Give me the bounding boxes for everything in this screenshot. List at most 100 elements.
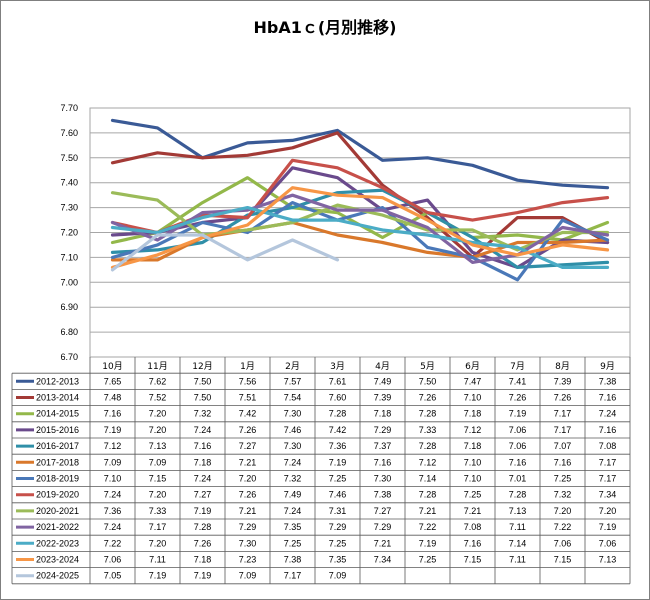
table-cell: 7.25 [554,474,572,484]
table-cell: 7.56 [239,376,257,386]
table-cell: 7.19 [104,425,122,435]
table-cell: 7.50 [419,376,437,386]
y-tick-label: 7.30 [60,203,78,213]
table-cell: 7.25 [329,538,347,548]
series-line-2018-2019 [110,201,610,282]
table-cell: 7.29 [374,425,392,435]
legend-label: 2016-2017 [36,441,79,451]
table-cell: 7.24 [104,490,122,500]
table-cell: 7.16 [599,393,617,403]
table-cell: 7.12 [419,457,437,467]
table-cell: 7.14 [419,474,437,484]
table-cell: 7.30 [239,538,257,548]
table-cell: 7.16 [464,538,482,548]
table-cell: 7.10 [464,393,482,403]
table-cell: 7.47 [464,376,482,386]
table-cell: 7.46 [284,425,302,435]
table-cell: 7.27 [194,490,212,500]
legend-label: 2018-2019 [36,474,79,484]
table-cell: 7.42 [329,425,347,435]
table-cell: 7.36 [104,506,122,516]
table-cell: 7.38 [284,555,302,565]
table-cell: 7.24 [194,474,212,484]
table-cell: 7.32 [284,474,302,484]
table-cell: 7.16 [509,457,527,467]
table-cell: 7.10 [104,474,122,484]
table-cell: 7.28 [419,441,437,451]
table-cell: 7.34 [374,555,392,565]
table-cell: 7.18 [194,457,212,467]
table-cell: 7.13 [599,555,617,565]
series-line-2012-2013 [110,118,610,190]
x-tick-label: 5月 [420,361,435,372]
table-cell: 7.14 [509,538,527,548]
y-tick-label: 6.90 [60,302,78,312]
table-cell: 7.41 [509,376,527,386]
x-tick-label: 9月 [600,361,615,372]
table-cell: 7.51 [239,393,257,403]
table-cell: 7.61 [329,376,347,386]
table-cell: 7.49 [284,490,302,500]
series-line-2013-2014 [110,131,610,259]
legend-label: 2019-2020 [36,490,79,500]
legend-label: 2023-2024 [36,555,79,565]
table-cell: 7.38 [599,376,617,386]
table-cell: 7.19 [509,409,527,419]
table-cell: 7.25 [329,474,347,484]
table-cell: 7.37 [374,441,392,451]
table-cell: 7.25 [464,490,482,500]
table-cell: 7.26 [194,538,212,548]
table-cell: 7.06 [599,538,617,548]
table-cell: 7.28 [509,490,527,500]
x-tick-label: 1月 [240,361,255,372]
table-cell: 7.62 [149,376,167,386]
chart-title: HbA1ｃ(月別推移) [253,18,397,37]
table-cell: 7.19 [149,571,167,581]
table-cell: 7.26 [239,425,257,435]
legend-label: 2020-2021 [36,506,79,516]
x-tick-label: 11月 [147,361,167,372]
x-tick-label: 8月 [555,361,570,372]
table-cell: 7.21 [239,506,257,516]
table-cell: 7.54 [284,393,302,403]
table-cell: 7.27 [374,506,392,516]
table-cell: 7.28 [419,490,437,500]
table-cell: 7.49 [374,376,392,386]
legend-label: 2012-2013 [36,376,79,386]
table-cell: 7.33 [419,425,437,435]
x-tick-label: 7月 [510,361,525,372]
table-cell: 7.19 [419,538,437,548]
legend-label: 2013-2014 [36,393,79,403]
legend-label: 2017-2018 [36,457,79,467]
table-cell: 7.33 [149,506,167,516]
table-cell: 7.24 [284,506,302,516]
table-cell: 7.19 [329,457,347,467]
table-cell: 7.26 [239,490,257,500]
table-cell: 7.24 [284,457,302,467]
table-cell: 7.34 [599,490,617,500]
y-tick-label: 7.10 [60,252,78,262]
y-tick-label: 7.50 [60,153,78,163]
table-cell: 7.28 [329,409,347,419]
x-tick-label: 2月 [285,361,300,372]
table-cell: 7.29 [374,522,392,532]
table-cell: 7.26 [554,393,572,403]
table-cell: 7.35 [284,522,302,532]
table-cell: 7.24 [599,409,617,419]
table-cell: 7.19 [599,522,617,532]
table-cell: 7.48 [104,393,122,403]
table-cell: 7.06 [509,425,527,435]
table-cell: 7.22 [419,522,437,532]
table-cell: 7.12 [464,425,482,435]
table-cell: 7.26 [419,393,437,403]
table-cell: 7.08 [464,522,482,532]
table-cell: 7.10 [464,457,482,467]
table-cell: 7.16 [554,457,572,467]
y-tick-label: 6.80 [60,327,78,337]
table-cell: 7.06 [554,538,572,548]
x-tick-label: 12月 [192,361,212,372]
table-cell: 7.21 [374,538,392,548]
table-cell: 7.16 [194,441,212,451]
